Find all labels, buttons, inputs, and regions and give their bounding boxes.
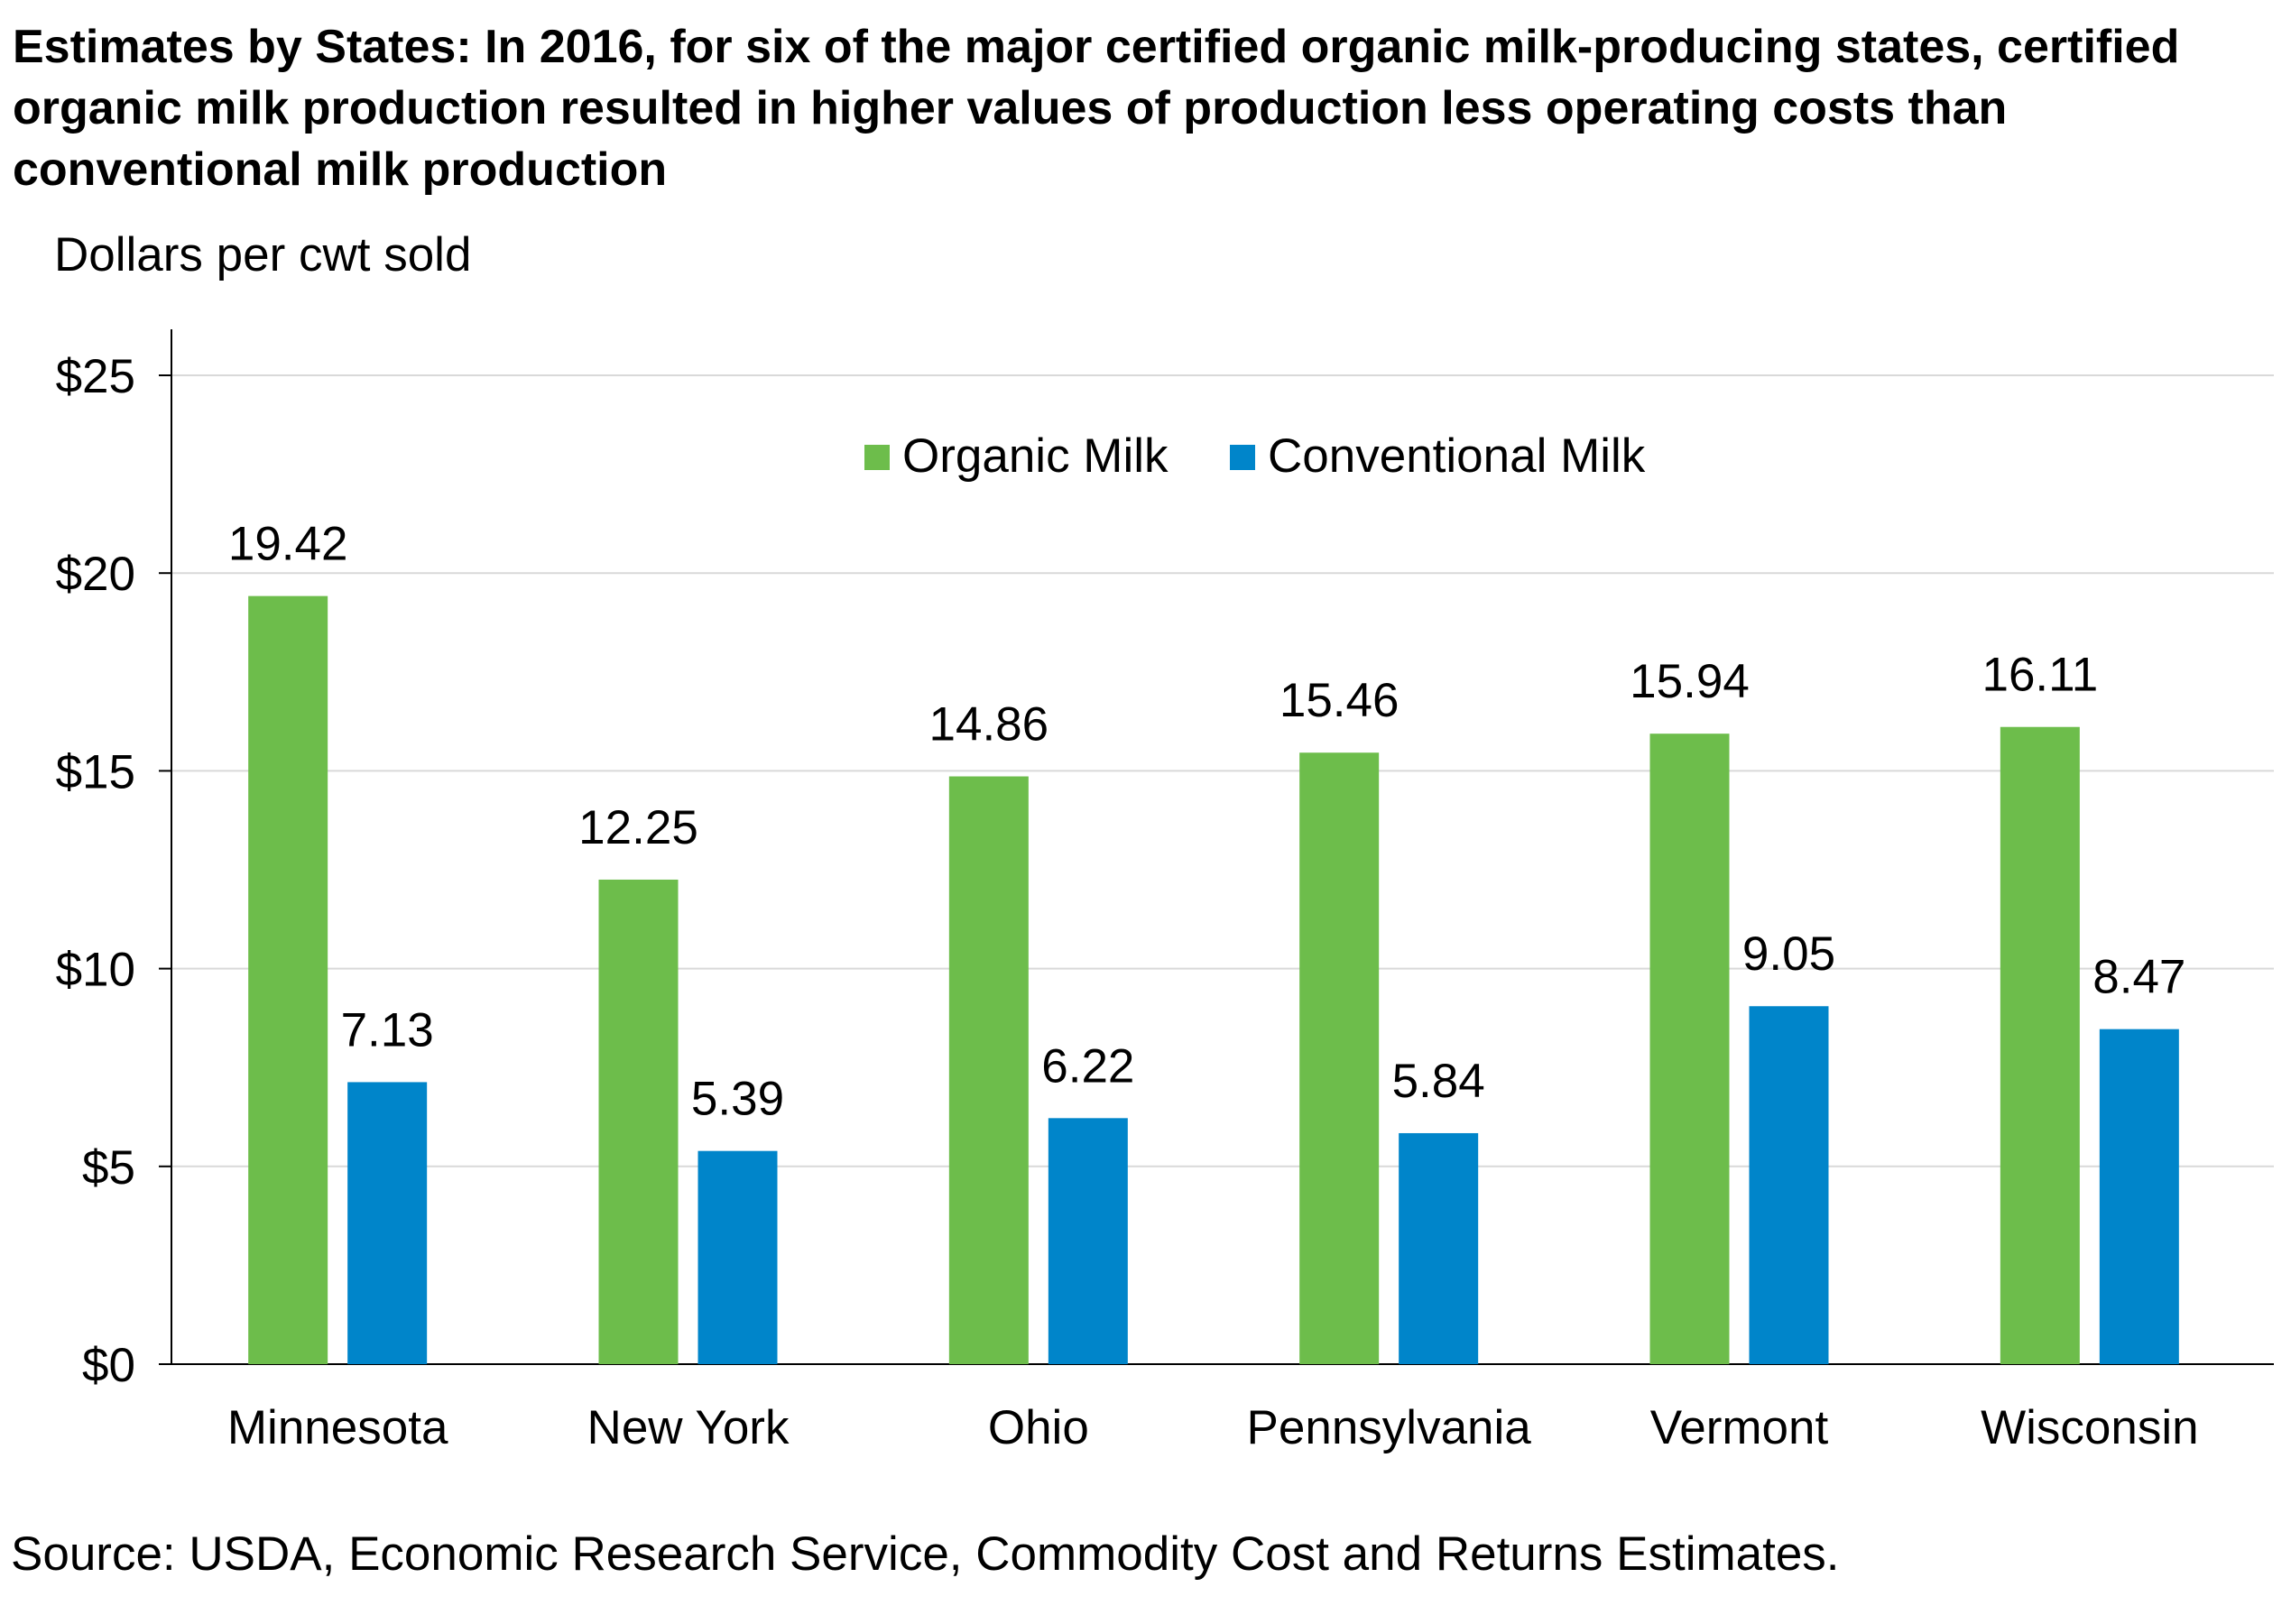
gridlines — [171, 374, 2274, 1167]
x-tick-label: New York — [587, 1401, 790, 1454]
bar-conventional-milk-ohio — [1048, 1118, 1128, 1364]
bar-organic-milk-minnesota — [248, 595, 328, 1364]
bar-conventional-milk-vermont — [1749, 1006, 1829, 1364]
data-label: 7.13 — [341, 1003, 434, 1057]
data-label: 15.46 — [1279, 674, 1400, 727]
x-tick-label: Vermont — [1650, 1401, 1829, 1454]
y-tick-label: $10 — [56, 944, 135, 997]
data-label: 8.47 — [2092, 951, 2185, 1004]
bar-organic-milk-vermont — [1649, 734, 1730, 1364]
legend-swatch — [864, 445, 890, 470]
bar-organic-milk-new-york — [598, 879, 679, 1364]
legend-label: Conventional Milk — [1268, 429, 1646, 483]
y-tick-label: $25 — [56, 350, 135, 403]
x-tick-label: Ohio — [988, 1401, 1089, 1454]
bar-conventional-milk-new-york — [697, 1150, 778, 1364]
chart-title: Estimates by States: In 2016, for six of… — [13, 21, 2180, 196]
y-tick-label: $0 — [82, 1339, 135, 1392]
data-label: 5.39 — [691, 1073, 784, 1126]
data-label: 5.84 — [1392, 1055, 1485, 1108]
y-tick-label: $15 — [56, 745, 135, 798]
data-labels: 19.42 7.13 12.25 5.39 14.86 6.22 15.46 5.84 15.9… — [228, 518, 2186, 1126]
data-label: 6.22 — [1041, 1039, 1134, 1093]
data-label: 14.86 — [929, 698, 1049, 752]
data-label: 16.11 — [1982, 649, 2098, 702]
y-tick-label: $5 — [82, 1141, 135, 1195]
bar-organic-milk-wisconsin — [2000, 726, 2080, 1364]
data-label: 19.42 — [228, 518, 348, 571]
legend-swatch — [1230, 445, 1255, 470]
x-tick-label: Minnesota — [227, 1401, 448, 1454]
bar-conventional-milk-pennsylvania — [1399, 1132, 1479, 1364]
x-tick-label: Pennsylvania — [1247, 1401, 1532, 1454]
data-label: 12.25 — [578, 801, 698, 854]
x-tick-labels: Minnesota New York Ohio Pennsylvania Vermont… — [227, 1401, 2199, 1454]
y-tick-label: $20 — [56, 548, 135, 601]
data-label: 15.94 — [1630, 655, 1750, 708]
bar-organic-milk-pennsylvania — [1299, 752, 1380, 1364]
data-label: 9.05 — [1742, 927, 1835, 981]
legend: Organic Milk Conventional Milk — [864, 429, 1646, 483]
y-tick-labels: $0 $5 $10 $15 $20 $25 — [56, 350, 135, 1392]
bar-conventional-milk-minnesota — [347, 1082, 428, 1364]
bar-conventional-milk-wisconsin — [2099, 1029, 2179, 1364]
bars — [248, 595, 2179, 1364]
axes — [159, 329, 2274, 1365]
legend-label: Organic Milk — [902, 429, 1169, 483]
x-tick-label: Wisconsin — [1981, 1401, 2199, 1454]
bar-organic-milk-ohio — [948, 776, 1029, 1364]
source-note: Source: USDA, Economic Research Service,… — [11, 1527, 1840, 1581]
y-axis-label: Dollars per cwt sold — [54, 228, 472, 281]
